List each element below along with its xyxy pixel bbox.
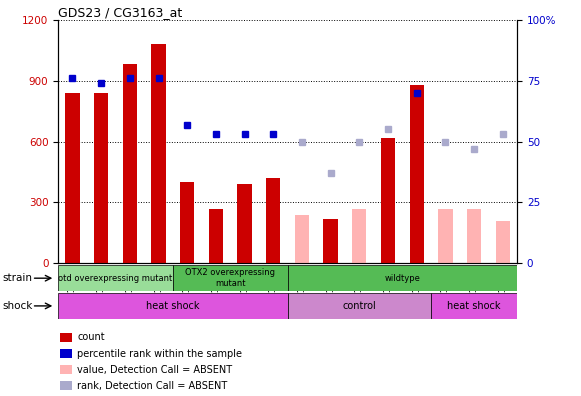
Bar <box>209 209 223 263</box>
Bar <box>65 93 80 263</box>
Bar <box>173 265 288 291</box>
Text: value, Detection Call = ABSENT: value, Detection Call = ABSENT <box>77 365 232 375</box>
Text: rank, Detection Call = ABSENT: rank, Detection Call = ABSENT <box>77 381 228 391</box>
Bar <box>431 293 517 319</box>
Bar <box>123 65 137 263</box>
Bar <box>410 85 424 263</box>
Text: percentile rank within the sample: percentile rank within the sample <box>77 348 242 358</box>
Bar <box>324 219 338 263</box>
Text: shock: shock <box>3 301 33 311</box>
Bar <box>58 293 288 319</box>
Bar <box>60 381 72 390</box>
Bar <box>352 209 367 263</box>
Bar <box>496 221 510 263</box>
Text: GDS23 / CG3163_at: GDS23 / CG3163_at <box>58 6 182 19</box>
Bar <box>180 182 195 263</box>
Bar <box>266 178 281 263</box>
Text: wildtype: wildtype <box>385 274 420 283</box>
Bar <box>438 209 453 263</box>
Bar <box>238 184 252 263</box>
Text: OTX2 overexpressing
mutant: OTX2 overexpressing mutant <box>185 268 275 288</box>
Bar <box>295 215 309 263</box>
Bar <box>151 44 166 263</box>
Bar <box>58 265 173 291</box>
Bar <box>60 333 72 342</box>
Text: otd overexpressing mutant: otd overexpressing mutant <box>58 274 173 283</box>
Bar <box>60 365 72 374</box>
Bar <box>288 293 431 319</box>
Bar <box>60 349 72 358</box>
Text: count: count <box>77 332 105 343</box>
Text: control: control <box>342 301 376 311</box>
Bar <box>288 265 517 291</box>
Bar <box>467 209 481 263</box>
Text: heat shock: heat shock <box>447 301 501 311</box>
Bar <box>381 137 395 263</box>
Bar <box>94 93 108 263</box>
Text: strain: strain <box>3 273 33 283</box>
Text: heat shock: heat shock <box>146 301 200 311</box>
